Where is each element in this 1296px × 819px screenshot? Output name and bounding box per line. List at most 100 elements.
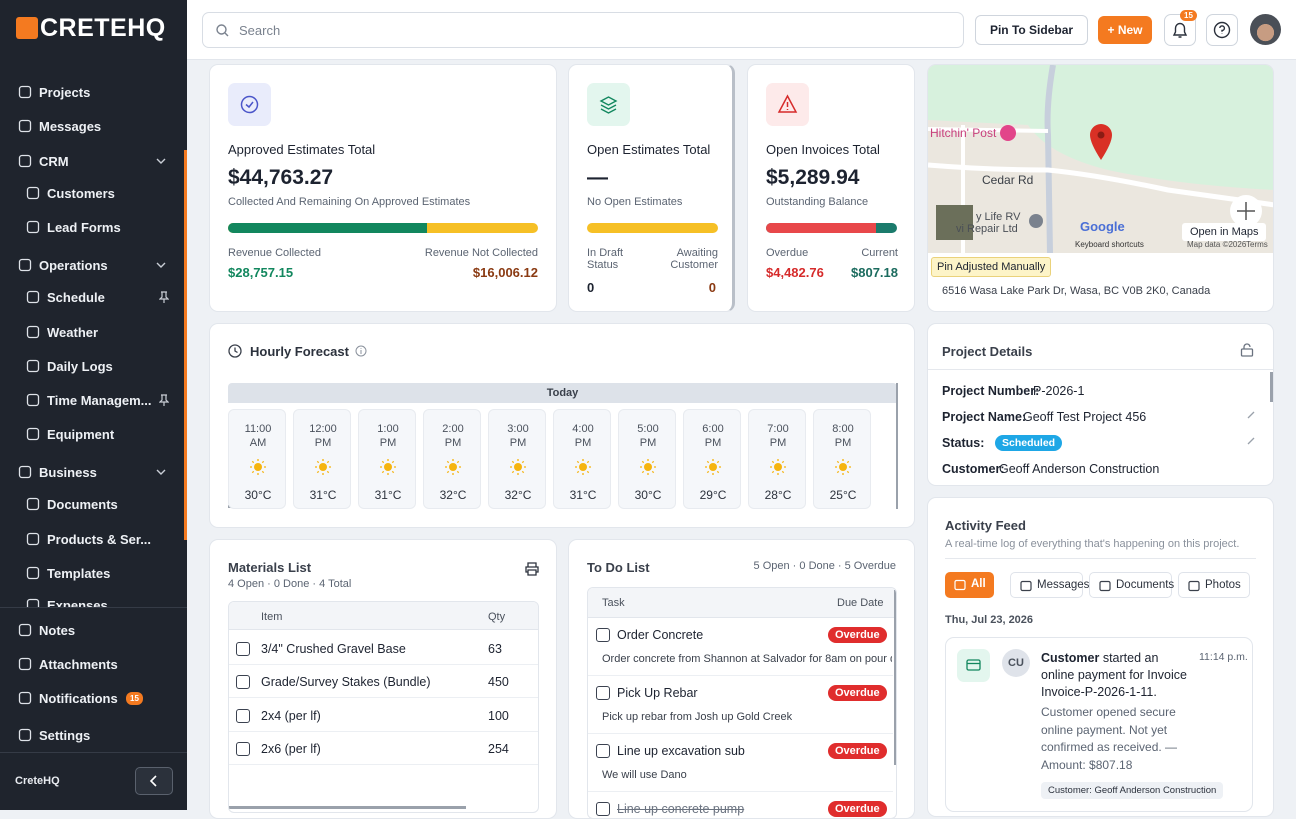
status-pill: Overdue <box>828 801 887 817</box>
hour-cell: 8:00 PM 25°C <box>813 409 871 509</box>
nav-label: Attachments <box>39 657 118 672</box>
nav-item[interactable]: Weather <box>0 318 184 346</box>
progress-bar <box>228 223 538 233</box>
checkbox[interactable] <box>236 642 250 656</box>
right-label: Revenue Not Collected <box>424 247 538 259</box>
checkbox[interactable] <box>596 744 610 758</box>
collapse-button[interactable] <box>135 767 173 795</box>
nav-item[interactable]: Operations <box>0 251 184 279</box>
help-button[interactable] <box>1206 14 1238 46</box>
tab-label: Photos <box>1205 579 1241 591</box>
nav-item[interactable]: Equipment <box>0 420 184 448</box>
footer-label: CreteHQ <box>15 775 60 787</box>
open-estimates-card: Open Estimates Total — No Open Estimates… <box>568 64 735 312</box>
nav-item[interactable]: CRM <box>0 147 184 175</box>
detail-value: P-2026-1 <box>1033 384 1085 398</box>
hour-temp: 30°C <box>244 488 272 502</box>
checkbox[interactable] <box>236 708 250 723</box>
row-divider <box>229 697 538 699</box>
sun-icon <box>315 459 331 475</box>
checkbox[interactable] <box>596 802 610 816</box>
checkbox[interactable] <box>236 675 250 690</box>
material-item: Grade/Survey Stakes (Bundle) <box>261 675 431 690</box>
nav-item[interactable]: Documents <box>0 490 184 518</box>
checkbox[interactable] <box>596 686 610 700</box>
search-box[interactable]: Search <box>202 12 964 48</box>
new-button[interactable]: + New <box>1098 16 1152 44</box>
nav-item[interactable]: Expenses <box>0 591 184 608</box>
nav-item[interactable]: Settings <box>0 721 187 749</box>
tab[interactable]: All <box>945 572 994 598</box>
nav-label: Operations <box>39 258 108 273</box>
tabs: All Messages Documents Photos <box>945 572 1256 598</box>
divider <box>945 558 1256 559</box>
nav-item[interactable]: Products & Ser... <box>0 525 184 553</box>
new-label: + New <box>1107 23 1143 37</box>
col-header: Task <box>602 597 625 609</box>
map-place: Hitchin' Post <box>930 126 997 140</box>
details-title: Project Details <box>942 344 1033 359</box>
print-icon[interactable] <box>524 561 540 577</box>
row-divider <box>588 791 893 792</box>
bell-icon <box>1172 22 1188 38</box>
nav-item[interactable]: Templates <box>0 559 184 587</box>
map-business: vi Repair Ltd <box>956 223 1018 235</box>
hour-time: 8:00 PM <box>832 423 854 449</box>
nav-bottom: Notes Attachments Notifications 15 Settings <box>0 608 187 758</box>
nav-item[interactable]: Time Managem... <box>0 386 184 414</box>
nav-item[interactable]: Projects <box>0 78 184 106</box>
nav-item[interactable]: Messages <box>0 112 184 140</box>
progress-bar <box>587 223 718 233</box>
nav-label: Notes <box>39 623 76 638</box>
nav-item[interactable]: Notes <box>0 616 187 644</box>
tab[interactable]: Messages <box>1010 572 1089 598</box>
task-note: We will use Dano <box>602 769 687 781</box>
nav-label: Lead Forms <box>47 220 121 235</box>
card-amount: $44,763.27 <box>228 166 334 189</box>
map-card: Hitchin' Post Cedar Rd y Life RV vi Repa… <box>927 64 1274 312</box>
nav-item[interactable]: Lead Forms <box>0 213 184 241</box>
col-header: Qty <box>488 611 506 623</box>
nav-item[interactable]: Notifications 15 <box>0 684 187 712</box>
left-value: 0 <box>587 280 595 295</box>
pin-icon <box>159 291 169 303</box>
material-item: 2x6 (per lf) <box>261 741 321 756</box>
nav-item[interactable]: Schedule <box>0 283 184 311</box>
row-divider <box>229 763 538 765</box>
hour-time: 3:00 PM <box>507 423 529 449</box>
col-header: Item <box>261 611 283 623</box>
right-label: Current <box>861 247 898 259</box>
nav-icon <box>26 325 40 339</box>
right-label: Awaiting Customer <box>670 247 718 271</box>
nav-icon <box>26 393 40 407</box>
hour-time: 4:00 PM <box>572 423 594 449</box>
row-divider <box>229 730 538 732</box>
nav-label: Daily Logs <box>47 359 113 374</box>
feed-detail: Customer opened secure online payment. N… <box>1041 705 1178 772</box>
sun-icon <box>250 459 266 475</box>
detail-label: Project Number: <box>942 384 1040 398</box>
checkbox[interactable] <box>236 741 250 756</box>
nav-label: Messages <box>39 119 102 134</box>
avatar[interactable] <box>1250 14 1281 45</box>
status-pill: Overdue <box>828 685 887 701</box>
nav-item[interactable]: Attachments <box>0 650 187 678</box>
nav-item[interactable]: Customers <box>0 179 184 207</box>
tab[interactable]: Photos <box>1178 572 1250 598</box>
day-header: Today <box>228 383 897 403</box>
sidebar: CRETEHQ Projects Messages CRM Customers Lead… <box>0 0 187 810</box>
scrollbar <box>896 383 898 509</box>
tab[interactable]: Documents <box>1089 572 1174 598</box>
right-value: 0 <box>708 280 716 295</box>
tab-icon <box>1188 580 1200 592</box>
todo-summary: 5 Open · 0 Done · 5 Overdue <box>753 560 896 572</box>
nav-icon <box>18 85 32 99</box>
detail-label: Status: <box>942 436 985 450</box>
open-in-maps[interactable]: Open in Maps <box>1182 223 1267 241</box>
pin-button[interactable]: Pin To Sidebar <box>975 15 1088 45</box>
nav-icon <box>18 728 32 742</box>
nav-item[interactable]: Daily Logs <box>0 352 184 380</box>
nav-item[interactable]: Business <box>0 458 184 486</box>
edit-icon <box>1246 436 1256 449</box>
checkbox[interactable] <box>596 628 610 642</box>
